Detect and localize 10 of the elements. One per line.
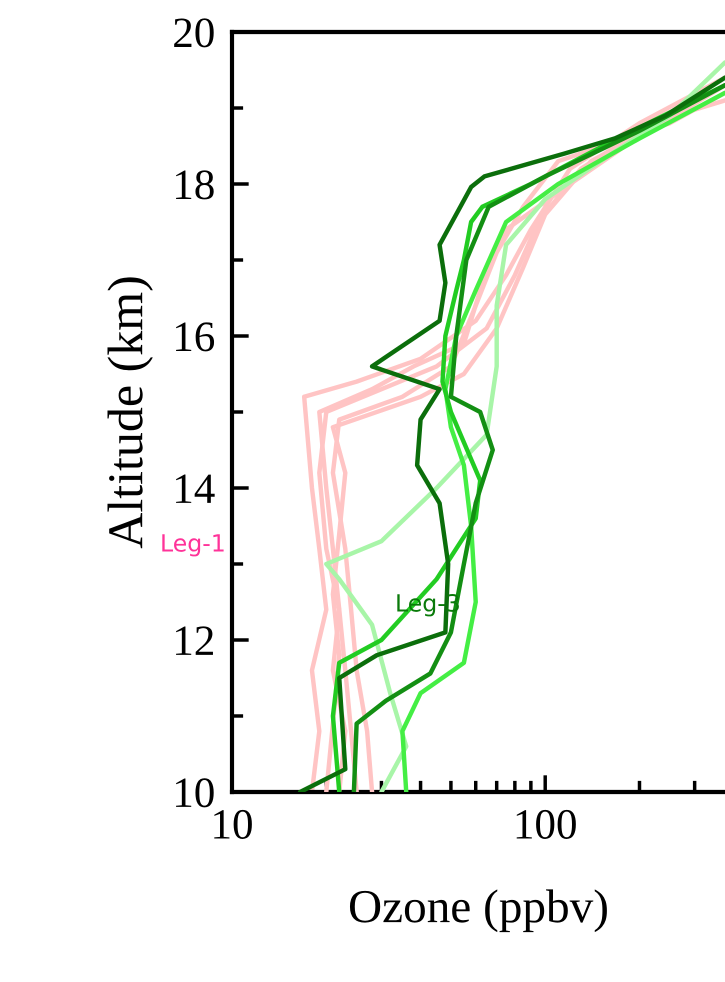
y-axis-title: Altitude (km) [107, 277, 153, 548]
y-tick-label: 18 [176, 170, 214, 200]
x-tick-label: 100 [516, 810, 576, 839]
text: Leg-1 [162, 534, 224, 556]
x-axis-title: Ozone (ppbv) [350, 889, 607, 932]
y-tick-label: 20 [174, 18, 214, 48]
y-tick-label: 14 [176, 474, 215, 503]
y-tick-label: 12 [176, 626, 213, 655]
y-tick-label: 16 [176, 322, 214, 352]
y-tick-label: 10 [176, 778, 214, 808]
